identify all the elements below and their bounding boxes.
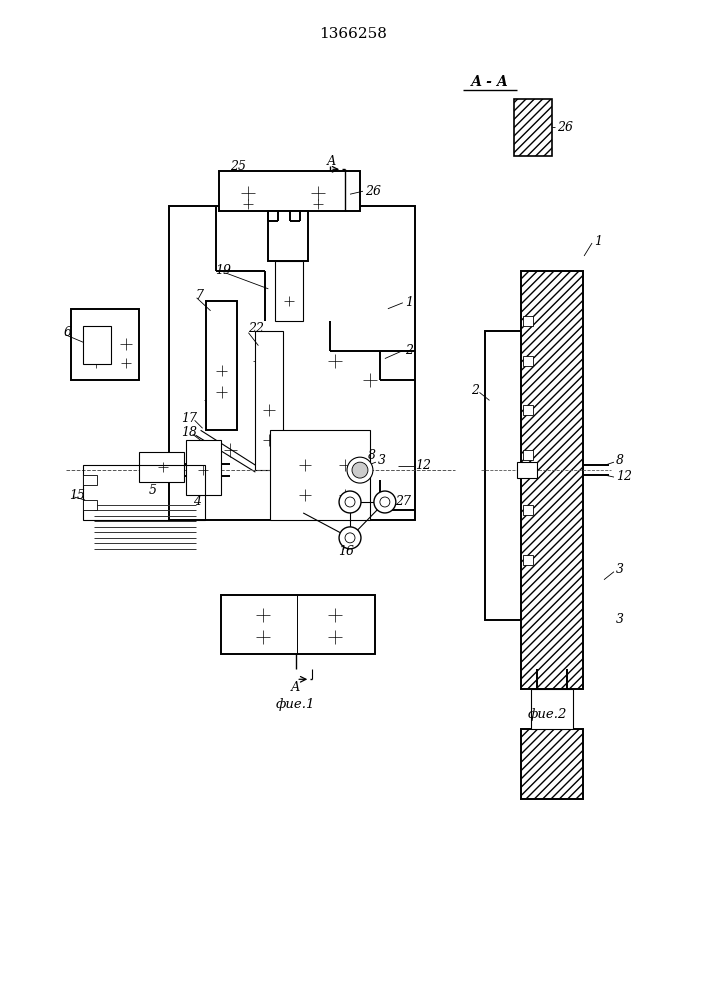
Bar <box>523 505 533 515</box>
Bar <box>139 452 184 482</box>
Circle shape <box>345 497 355 507</box>
Text: 12: 12 <box>415 459 431 472</box>
Bar <box>523 555 533 565</box>
Text: 27: 27 <box>395 495 411 508</box>
Text: 2: 2 <box>472 384 479 397</box>
Text: 1: 1 <box>594 235 602 248</box>
Text: 6: 6 <box>63 326 71 339</box>
Bar <box>270 430 370 520</box>
Bar <box>531 689 573 729</box>
Bar <box>523 450 533 460</box>
Bar <box>521 271 583 689</box>
Bar <box>486 331 523 620</box>
Text: 8: 8 <box>368 449 376 462</box>
Bar <box>83 326 111 364</box>
Text: 1366258: 1366258 <box>319 27 387 41</box>
Text: 17: 17 <box>181 412 197 425</box>
Text: 4: 4 <box>192 495 201 508</box>
Circle shape <box>374 491 396 513</box>
Bar <box>206 301 238 430</box>
Text: 18: 18 <box>181 426 197 439</box>
Text: 26: 26 <box>557 121 573 134</box>
Text: 25: 25 <box>230 160 247 173</box>
Bar <box>523 316 533 326</box>
Text: 2: 2 <box>405 344 413 357</box>
Text: 12: 12 <box>616 470 632 483</box>
Bar <box>523 356 533 366</box>
Text: 15: 15 <box>69 489 85 502</box>
Circle shape <box>345 533 355 543</box>
Text: 22: 22 <box>248 322 264 335</box>
Circle shape <box>347 457 373 483</box>
Bar <box>71 309 139 380</box>
Bar <box>218 171 360 211</box>
Bar <box>169 206 415 520</box>
Text: фие.2: фие.2 <box>527 708 567 721</box>
Text: 19: 19 <box>216 264 232 277</box>
Bar <box>521 729 583 799</box>
Text: А: А <box>327 155 337 168</box>
Text: А: А <box>291 681 300 694</box>
Circle shape <box>339 527 361 549</box>
Bar <box>518 462 537 478</box>
Bar <box>83 475 97 485</box>
Bar <box>515 99 552 156</box>
Bar <box>275 261 303 321</box>
Text: 7: 7 <box>196 289 204 302</box>
Text: 5: 5 <box>148 484 157 497</box>
Text: 3: 3 <box>616 563 624 576</box>
Text: А - А: А - А <box>470 75 508 89</box>
Text: 16: 16 <box>338 545 354 558</box>
Text: 1: 1 <box>405 296 413 309</box>
Bar <box>83 500 97 510</box>
Bar <box>186 440 221 495</box>
Bar <box>83 465 204 520</box>
Text: фие.1: фие.1 <box>276 698 315 711</box>
Text: 26: 26 <box>365 185 381 198</box>
Bar <box>269 211 308 261</box>
Text: 3: 3 <box>616 613 624 626</box>
Circle shape <box>380 497 390 507</box>
Bar <box>221 595 375 654</box>
Text: 8: 8 <box>616 454 624 467</box>
Bar <box>523 405 533 415</box>
Circle shape <box>352 462 368 478</box>
Text: 3: 3 <box>378 454 386 467</box>
Circle shape <box>339 491 361 513</box>
Bar <box>255 331 284 470</box>
